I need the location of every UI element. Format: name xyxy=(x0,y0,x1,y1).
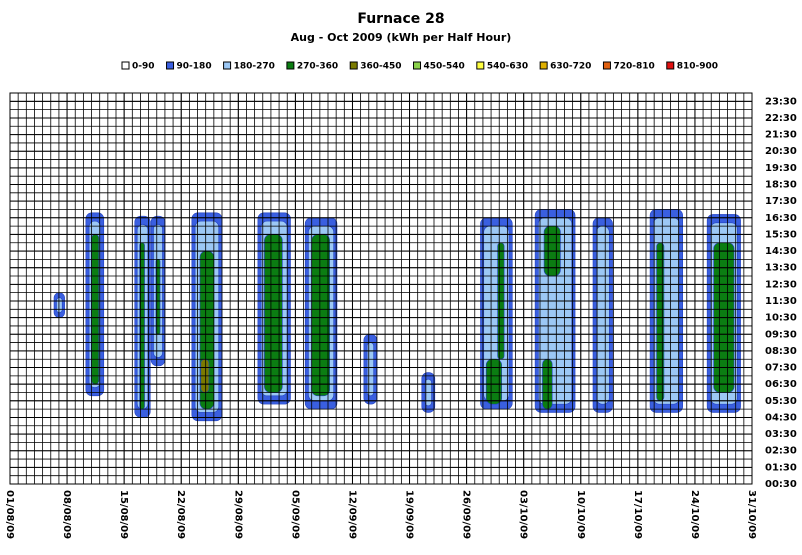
y-tick-label: 12:30 xyxy=(765,279,797,290)
y-tick-label: 21:30 xyxy=(765,130,797,141)
x-tick-label: 24/10/09 xyxy=(689,490,700,539)
legend-label: 630-720 xyxy=(550,62,591,72)
x-tick-label: 01/08/09 xyxy=(4,490,15,539)
x-tick-label: 31/10/09 xyxy=(746,490,757,539)
plot-border xyxy=(9,92,753,485)
legend-label: 450-540 xyxy=(424,62,465,72)
y-tick-label: 10:30 xyxy=(765,313,797,324)
y-tick-label: 22:30 xyxy=(765,113,797,124)
legend-swatch xyxy=(666,61,675,70)
x-tick-label: 17/10/09 xyxy=(632,490,643,539)
y-tick-label: 04:30 xyxy=(765,412,797,423)
chart-title: Furnace 28 xyxy=(357,11,444,27)
x-tick-label: 19/09/09 xyxy=(404,490,415,539)
y-tick-label: 02:30 xyxy=(765,446,797,457)
legend-swatch xyxy=(286,61,295,70)
legend-swatch xyxy=(476,61,485,70)
y-tick-label: 05:30 xyxy=(765,396,797,407)
legend-swatch xyxy=(602,61,611,70)
x-tick-label: 03/10/09 xyxy=(518,490,529,539)
x-tick-label: 12/09/09 xyxy=(346,490,357,539)
plot-background xyxy=(10,93,752,484)
x-tick-label: 29/08/09 xyxy=(232,490,243,539)
x-tick-label: 22/08/09 xyxy=(175,490,186,539)
legend-swatch xyxy=(121,61,130,70)
legend-label: 90-180 xyxy=(177,62,212,72)
x-tick-label: 05/09/09 xyxy=(289,490,300,539)
legend-label: 810-900 xyxy=(677,62,718,72)
legend-label: 0-90 xyxy=(132,62,155,72)
legend-swatch xyxy=(349,61,358,70)
legend-label: 720-810 xyxy=(613,62,654,72)
legend-label: 180-270 xyxy=(234,62,275,72)
y-tick-label: 14:30 xyxy=(765,246,797,257)
legend-swatch xyxy=(413,61,422,70)
y-tick-label: 03:30 xyxy=(765,429,797,440)
x-tick-label: 26/09/09 xyxy=(461,490,472,539)
y-tick-label: 23:30 xyxy=(765,96,797,107)
y-tick-label: 09:30 xyxy=(765,329,797,340)
contour-region xyxy=(264,234,283,393)
legend-swatch xyxy=(223,61,232,70)
y-tick-label: 06:30 xyxy=(765,379,797,390)
y-tick-label: 15:30 xyxy=(765,229,797,240)
contour-region xyxy=(311,234,330,397)
y-tick-label: 08:30 xyxy=(765,346,797,357)
contour-region xyxy=(595,225,610,405)
legend-label: 270-360 xyxy=(297,62,338,72)
chart-subtitle: Aug - Oct 2009 (kWh per Half Hour) xyxy=(291,31,512,44)
y-tick-label: 17:30 xyxy=(765,196,797,207)
legend-label: 540-630 xyxy=(487,62,528,72)
legend-swatch xyxy=(166,61,175,70)
legend-swatch xyxy=(539,61,548,70)
x-tick-label: 08/08/09 xyxy=(61,490,72,539)
legend-label: 360-450 xyxy=(360,62,401,72)
x-tick-label: 15/08/09 xyxy=(118,490,129,539)
contour-region xyxy=(656,242,665,402)
y-tick-label: 11:30 xyxy=(765,296,797,307)
y-tick-label: 01:30 xyxy=(765,462,797,473)
y-tick-label: 00:30 xyxy=(765,479,797,490)
y-tick-label: 18:30 xyxy=(765,180,797,191)
y-tick-label: 16:30 xyxy=(765,213,797,224)
x-tick-label: 10/10/09 xyxy=(575,490,586,539)
y-tick-label: 20:30 xyxy=(765,146,797,157)
y-tick-label: 19:30 xyxy=(765,163,797,174)
y-tick-label: 13:30 xyxy=(765,263,797,274)
contour-region xyxy=(56,297,63,313)
y-tick-label: 07:30 xyxy=(765,363,797,374)
